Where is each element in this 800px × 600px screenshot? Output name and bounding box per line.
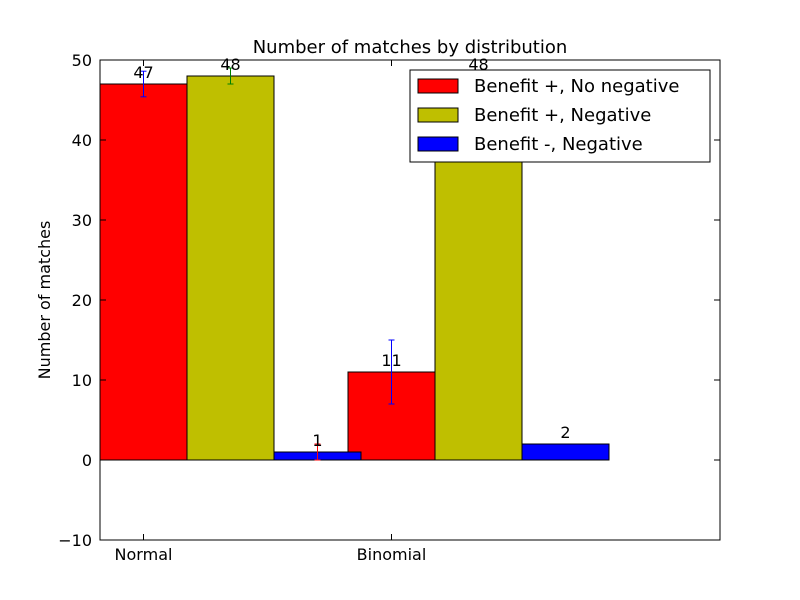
- legend-swatch-series-3: [417, 136, 459, 152]
- chart-title: Number of matches by distribution: [253, 37, 568, 58]
- legend-label-series-2: Benefit +, Negative: [474, 105, 651, 126]
- y-tick-label: 30: [72, 211, 92, 230]
- legend-swatch-series-2: [417, 107, 459, 123]
- legend-label-series-3: Benefit -, Negative: [474, 134, 643, 155]
- error-bar-normal-series-1: [140, 70, 147, 98]
- data-label-normal-series-2: 48: [220, 55, 240, 74]
- bar-normal-series-1: [99, 83, 188, 461]
- x-tick-label-binomial: Binomial: [357, 545, 427, 564]
- bar-binomial-series-3: [521, 443, 610, 461]
- error-bar-binomial-series-1: [388, 339, 395, 405]
- y-tick-label: 40: [72, 131, 92, 150]
- y-tick-label: −10: [58, 531, 92, 550]
- x-tick-label-normal: Normal: [115, 545, 173, 564]
- data-label-binomial-series-3: 2: [560, 423, 570, 442]
- y-axis-label: Number of matches: [35, 221, 54, 380]
- data-label-normal-series-3: 1: [312, 431, 322, 450]
- legend-swatch-series-1: [417, 78, 459, 94]
- error-bar-normal-series-2: [227, 67, 234, 85]
- y-tick-label: 50: [72, 51, 92, 70]
- legend-label-series-1: Benefit +, No negative: [474, 76, 679, 97]
- y-tick-label: 20: [72, 291, 92, 310]
- axis-ticks-layer: −10 0 10 20 30 40 50 Normal Binomial: [58, 51, 720, 564]
- y-tick-label: 0: [82, 451, 92, 470]
- data-label-binomial-series-1: 11: [381, 351, 401, 370]
- errorbars-layer: [140, 67, 395, 461]
- error-bar-normal-series-3: [314, 443, 321, 461]
- data-label-normal-series-1: 47: [133, 63, 153, 82]
- bar-normal-series-2: [186, 75, 275, 461]
- y-tick-label: 10: [72, 371, 92, 390]
- legend: Benefit +, No negative Benefit +, Negativ…: [409, 69, 711, 163]
- legend-box: [409, 69, 711, 163]
